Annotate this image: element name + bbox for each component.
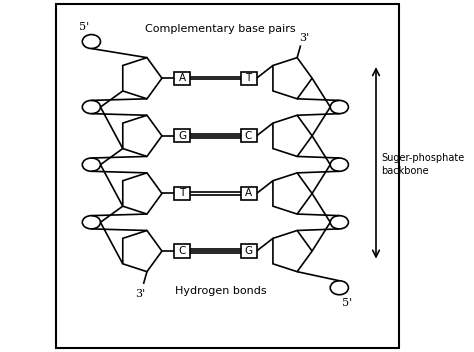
Bar: [174, 129, 190, 143]
Text: 3': 3': [135, 289, 145, 299]
Bar: [174, 244, 190, 258]
Text: G: G: [245, 246, 253, 256]
Text: T: T: [246, 73, 252, 83]
Bar: [240, 244, 256, 258]
Text: Complementary base pairs: Complementary base pairs: [146, 24, 296, 34]
Text: 3': 3': [299, 33, 309, 43]
Text: Suger-phosphate
backbone: Suger-phosphate backbone: [381, 153, 465, 176]
Text: Hydrogen bonds: Hydrogen bonds: [175, 286, 266, 296]
Text: T: T: [179, 188, 185, 199]
Bar: [240, 129, 256, 143]
Text: A: A: [245, 188, 252, 199]
Bar: [174, 71, 190, 85]
Text: 5': 5': [342, 297, 352, 308]
Text: C: C: [245, 131, 252, 141]
Text: C: C: [179, 246, 186, 256]
Text: G: G: [178, 131, 186, 141]
Bar: [240, 71, 256, 85]
Text: 5': 5': [79, 22, 90, 32]
Bar: [240, 187, 256, 200]
Text: A: A: [179, 73, 186, 83]
Bar: [174, 187, 190, 200]
